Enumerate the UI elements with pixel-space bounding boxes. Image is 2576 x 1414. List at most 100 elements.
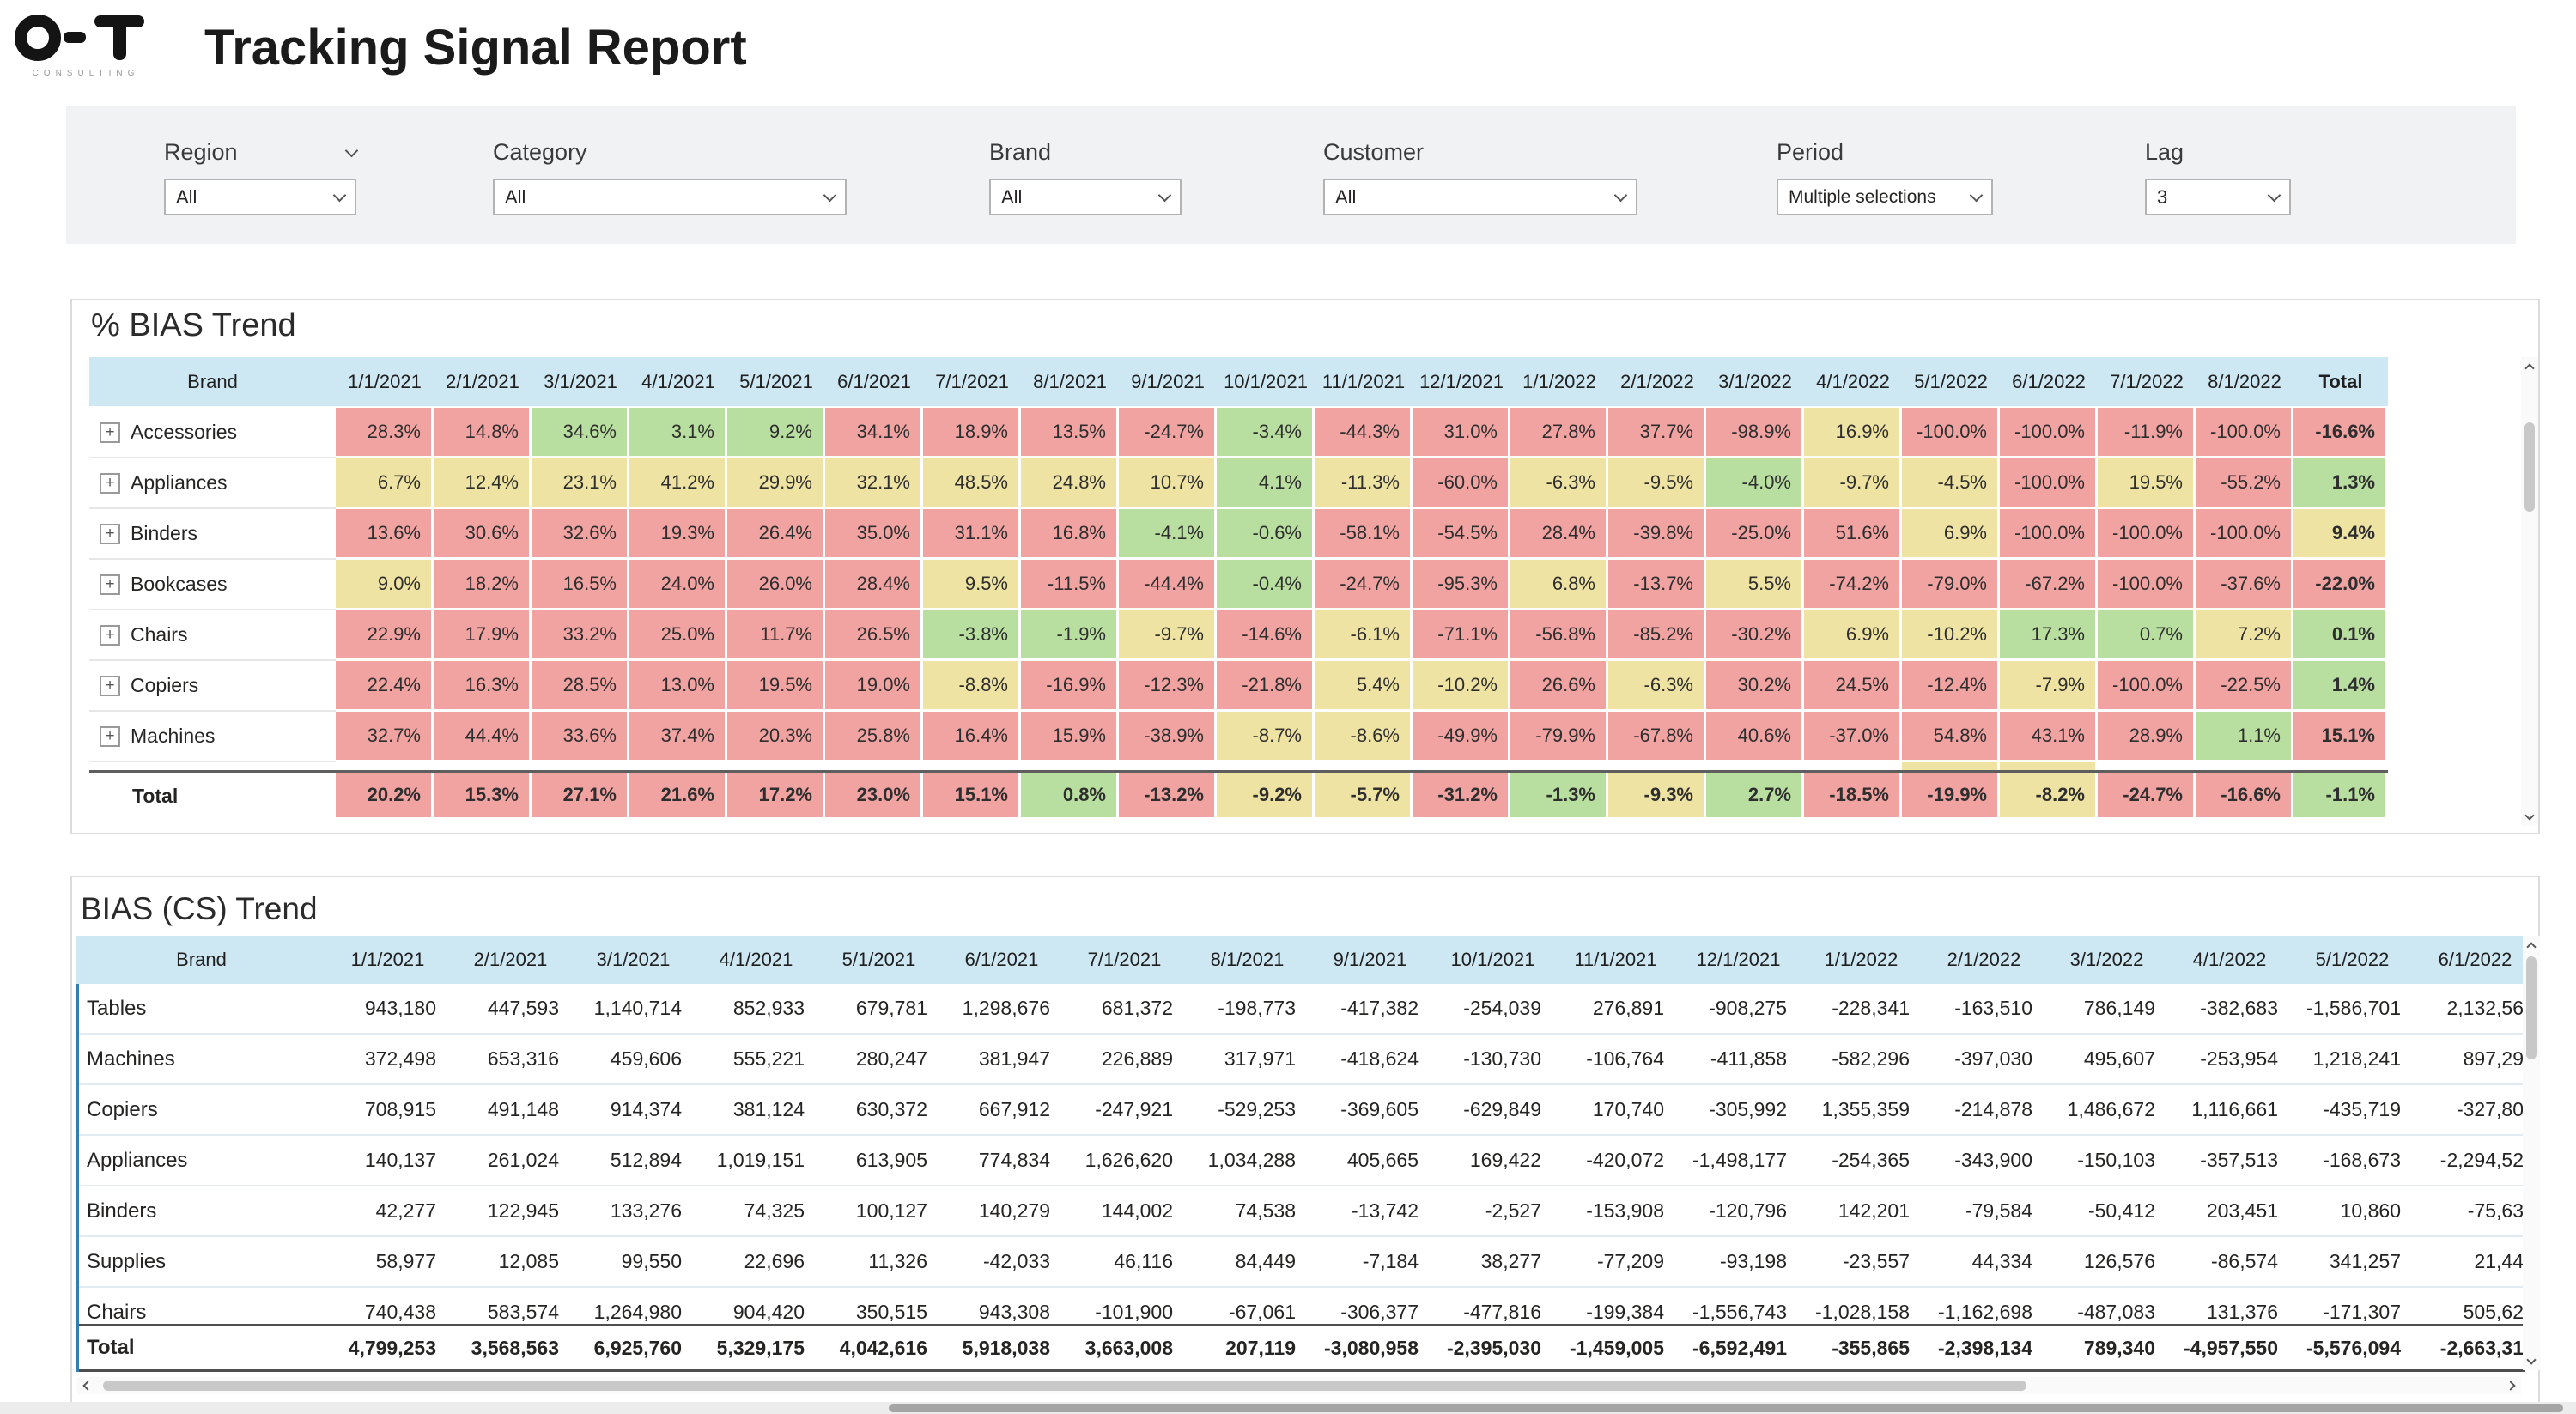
- row-header-cell[interactable]: + Chairs: [89, 610, 336, 661]
- total-value-cell: 27.1%: [532, 773, 629, 820]
- bias-value-cell: -12.3%: [1119, 661, 1217, 712]
- filter-period-dropdown[interactable]: Multiple selections: [1777, 179, 1993, 215]
- value-cell: 261,024: [449, 1136, 572, 1186]
- total-value-cell: -1.3%: [1510, 773, 1608, 820]
- bias-cs-row: Tables 943,180 447,593 1,140,714 852,933 679,…: [76, 984, 2525, 1035]
- row-label-cell[interactable]: Copiers: [76, 1085, 326, 1136]
- scrollbar-thumb[interactable]: [103, 1381, 2026, 1391]
- value-cell: -198,773: [1186, 984, 1309, 1035]
- bias-cs-row: Chairs 740,438 583,574 1,264,980 904,420 350,…: [76, 1288, 2525, 1324]
- value-cell: 2,132,56: [2414, 984, 2525, 1035]
- bias-value-cell: -100.0%: [2000, 509, 2098, 560]
- row-label-cell[interactable]: Supplies: [76, 1237, 326, 1288]
- expand-icon[interactable]: +: [100, 523, 120, 544]
- bias-trend-row: + Appliances 6.7% 12.4% 23.1% 41.2% 29.9% 32.1%…: [89, 458, 2388, 509]
- scroll-down-icon[interactable]: [2521, 809, 2538, 826]
- scrollbar-thumb[interactable]: [2524, 422, 2535, 512]
- filter-brand-dropdown[interactable]: All: [989, 179, 1182, 215]
- value-cell: 512,894: [572, 1136, 695, 1186]
- expand-icon[interactable]: +: [100, 472, 120, 494]
- value-cell: 774,834: [940, 1136, 1063, 1186]
- bias-value-cell: 32.1%: [825, 458, 923, 509]
- page-horizontal-scrollbar[interactable]: [0, 1402, 2576, 1414]
- row-header-cell[interactable]: + Binders: [89, 509, 336, 560]
- bias-value-cell: 28.9%: [2098, 712, 2196, 762]
- value-cell: 555,221: [695, 1035, 817, 1085]
- bias-row-total-cell: 1.4%: [2293, 661, 2388, 712]
- expand-icon[interactable]: +: [100, 675, 120, 696]
- bias-value-cell: 13.5%: [1021, 408, 1119, 458]
- value-cell: 126,576: [2045, 1237, 2168, 1288]
- vertical-scrollbar[interactable]: [2521, 357, 2538, 826]
- value-cell: 405,665: [1309, 1136, 1431, 1186]
- total-value-cell: 207,119: [1186, 1326, 1309, 1369]
- bias-value-cell: 30.6%: [434, 509, 532, 560]
- expand-icon[interactable]: +: [100, 573, 120, 595]
- row-header-cell[interactable]: + Accessories: [89, 408, 336, 458]
- row-header-cell[interactable]: + Bookcases: [89, 560, 336, 610]
- bias-value-cell: 9.5%: [923, 560, 1021, 610]
- filter-region-dropdown[interactable]: All: [164, 179, 356, 215]
- bias-value-cell: -30.2%: [1706, 610, 1804, 661]
- total-value-cell: 23.0%: [825, 773, 923, 820]
- scrollbar-thumb[interactable]: [2526, 956, 2537, 1059]
- bias-value-cell: [434, 762, 532, 770]
- scroll-up-icon[interactable]: [2521, 357, 2538, 374]
- bias-value-cell: 28.4%: [825, 560, 923, 610]
- value-cell: -101,900: [1063, 1288, 1186, 1324]
- column-header-date: 6/1/2021: [825, 357, 923, 408]
- row-label-cell[interactable]: Chairs: [76, 1288, 326, 1324]
- row-label-cell[interactable]: Machines: [76, 1035, 326, 1085]
- row-header-cell[interactable]: + Copiers: [89, 661, 336, 712]
- bias-value-cell: -38.9%: [1119, 712, 1217, 762]
- filter-period-label-row: Period: [1777, 139, 1993, 166]
- bias-cs-row: Supplies 58,977 12,085 99,550 22,696 11,326 -4…: [76, 1237, 2525, 1288]
- value-cell: 897,29: [2414, 1035, 2525, 1085]
- bias-value-cell: 5.4%: [1315, 661, 1413, 712]
- bias-value-cell: -71.1%: [1413, 610, 1510, 661]
- bias-value-cell: 29.9%: [727, 458, 825, 509]
- bias-value-cell: -85.2%: [1608, 610, 1706, 661]
- row-label-cell[interactable]: Appliances: [76, 1136, 326, 1186]
- value-cell: 100,127: [817, 1186, 940, 1237]
- bias-value-cell: 33.2%: [532, 610, 629, 661]
- scroll-right-icon[interactable]: [2502, 1377, 2519, 1394]
- bias-value-cell: -24.7%: [1315, 560, 1413, 610]
- bias-value-cell: 28.5%: [532, 661, 629, 712]
- value-cell: 943,180: [326, 984, 449, 1035]
- expand-icon[interactable]: +: [100, 725, 120, 747]
- chevron-down-icon[interactable]: [344, 143, 359, 157]
- bias-row-total-cell: 9.4%: [2293, 509, 2388, 560]
- row-label-cell[interactable]: Binders: [76, 1186, 326, 1237]
- bias-value-cell: 6.8%: [1510, 560, 1608, 610]
- page-scrollbar-thumb[interactable]: [889, 1404, 2563, 1412]
- row-label-cell[interactable]: Tables: [76, 984, 326, 1035]
- bias-value-cell: 13.0%: [629, 661, 727, 712]
- chevron-up-icon: [2526, 941, 2537, 952]
- value-cell: -382,683: [2168, 984, 2291, 1035]
- value-cell: -411,858: [1677, 1035, 1800, 1085]
- filter-customer-dropdown[interactable]: All: [1323, 179, 1637, 215]
- filter-lag-dropdown[interactable]: 3: [2145, 179, 2291, 215]
- bias-row-total-cell: -22.0%: [2293, 560, 2388, 610]
- value-cell: -357,513: [2168, 1136, 2291, 1186]
- bias-value-cell: 9.2%: [727, 408, 825, 458]
- bias-row-total-cell: 1.3%: [2293, 458, 2388, 509]
- scroll-left-icon[interactable]: [79, 1377, 96, 1394]
- vertical-scrollbar[interactable]: [2523, 936, 2540, 1370]
- expand-icon[interactable]: +: [100, 422, 120, 443]
- scroll-up-icon[interactable]: [2523, 936, 2540, 953]
- horizontal-scrollbar[interactable]: [77, 1377, 2521, 1394]
- bias-value-cell: 19.3%: [629, 509, 727, 560]
- expand-icon[interactable]: +: [100, 624, 120, 646]
- filter-category-dropdown[interactable]: All: [493, 179, 847, 215]
- column-header-date: 1/1/2022: [1800, 936, 1923, 984]
- row-header-cell[interactable]: + Machines: [89, 712, 336, 762]
- scroll-down-icon[interactable]: [2523, 1353, 2540, 1370]
- row-header-cell[interactable]: + Appliances: [89, 458, 336, 509]
- bias-value-cell: 30.2%: [1706, 661, 1804, 712]
- value-cell: 133,276: [572, 1186, 695, 1237]
- filter-customer-value: All: [1335, 185, 1357, 208]
- bias-value-cell: [825, 762, 923, 770]
- value-cell: -1,498,177: [1677, 1136, 1800, 1186]
